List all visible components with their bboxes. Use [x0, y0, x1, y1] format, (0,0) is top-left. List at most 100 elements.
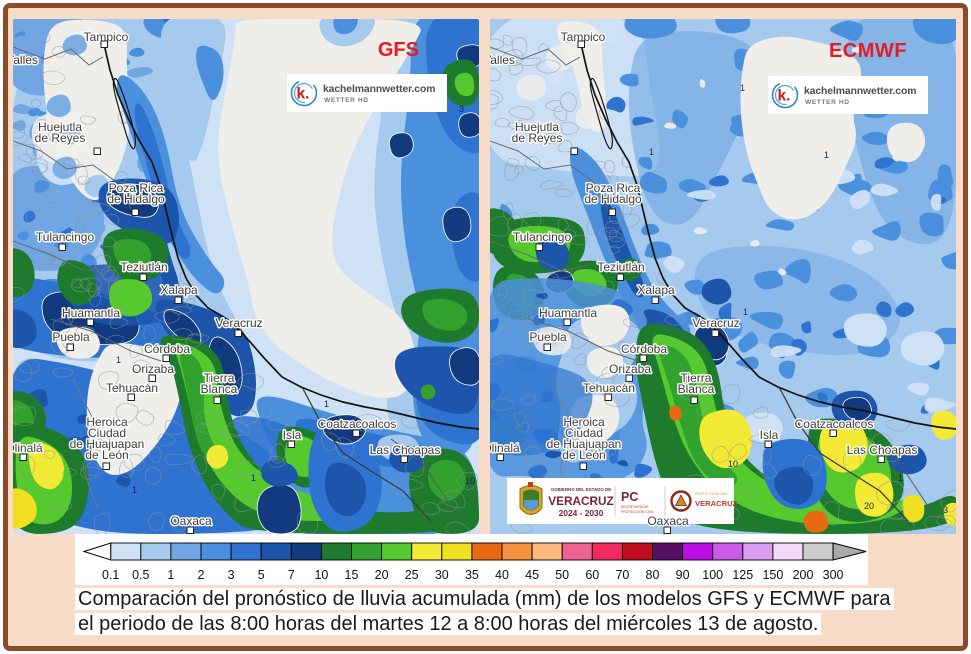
- svg-text:VERACRUZ: VERACRUZ: [548, 494, 614, 508]
- svg-text:Puebla: Puebla: [52, 330, 90, 344]
- svg-text:3: 3: [228, 568, 235, 582]
- svg-text:Poza Rica: Poza Rica: [586, 181, 641, 195]
- svg-text:1: 1: [167, 568, 174, 582]
- svg-text:Oaxaca: Oaxaca: [170, 514, 212, 528]
- svg-text:1: 1: [132, 485, 137, 495]
- svg-text:Teziutlán: Teziutlán: [120, 260, 167, 274]
- svg-text:30: 30: [435, 568, 449, 582]
- svg-text:de Reyes: de Reyes: [512, 131, 563, 145]
- svg-text:1: 1: [898, 473, 903, 483]
- svg-text:Huamantla: Huamantla: [62, 306, 120, 320]
- svg-text:50: 50: [555, 568, 569, 582]
- svg-text:70: 70: [615, 568, 629, 582]
- svg-text:Tampico: Tampico: [84, 30, 129, 44]
- svg-text:3: 3: [217, 340, 222, 350]
- svg-text:90: 90: [676, 568, 690, 582]
- svg-text:Valles: Valles: [490, 53, 515, 67]
- svg-text:Isla: Isla: [760, 428, 779, 442]
- svg-text:Blanca: Blanca: [678, 382, 715, 396]
- svg-text:125: 125: [732, 568, 753, 582]
- svg-text:PC: PC: [621, 490, 638, 504]
- svg-text:1: 1: [324, 399, 329, 409]
- svg-text:kachelmannwetter.com: kachelmannwetter.com: [323, 84, 435, 95]
- svg-text:SECRETARÍA DE: SECRETARÍA DE: [621, 505, 649, 509]
- svg-text:Tehuacán: Tehuacán: [106, 381, 158, 395]
- svg-text:Las Choapas: Las Choapas: [847, 443, 918, 457]
- svg-text:Heroica: Heroica: [563, 415, 605, 429]
- svg-text:200: 200: [793, 568, 814, 582]
- svg-text:1: 1: [743, 307, 748, 317]
- svg-text:15: 15: [345, 568, 359, 582]
- svg-text:3: 3: [943, 505, 948, 515]
- svg-text:80: 80: [646, 568, 660, 582]
- svg-text:Olinalá: Olinalá: [13, 441, 43, 455]
- svg-text:Huejutla: Huejutla: [515, 120, 559, 134]
- svg-text:WETTER HD: WETTER HD: [805, 99, 850, 106]
- svg-text:Valles: Valles: [13, 53, 38, 67]
- svg-text:7: 7: [288, 568, 295, 582]
- svg-text:Heroica: Heroica: [86, 415, 128, 429]
- svg-text:20: 20: [864, 501, 874, 511]
- svg-text:Oaxaca: Oaxaca: [647, 514, 689, 528]
- svg-text:Córdoba: Córdoba: [621, 342, 667, 356]
- svg-text:Córdoba: Córdoba: [144, 342, 190, 356]
- svg-text:Xalapa: Xalapa: [637, 283, 675, 297]
- svg-text:ECMWF: ECMWF: [829, 40, 907, 62]
- svg-text:1: 1: [251, 473, 256, 483]
- svg-text:Huamantla: Huamantla: [539, 306, 597, 320]
- svg-text:0.5: 0.5: [132, 568, 149, 582]
- svg-text:Ciudad: Ciudad: [88, 426, 126, 440]
- svg-text:Blanca: Blanca: [201, 382, 238, 396]
- svg-text:de Hidalgo: de Hidalgo: [107, 192, 165, 206]
- svg-text:Orizaba: Orizaba: [609, 362, 651, 376]
- svg-text:GFS: GFS: [378, 39, 419, 61]
- svg-text:Tampico: Tampico: [561, 30, 606, 44]
- svg-text:1: 1: [740, 83, 745, 93]
- svg-text:k.: k.: [297, 86, 310, 103]
- svg-text:Teziutlán: Teziutlán: [597, 260, 644, 274]
- svg-text:Puebla: Puebla: [529, 330, 567, 344]
- svg-text:kachelmannwetter.com: kachelmannwetter.com: [804, 86, 916, 97]
- svg-text:GOBIERNO DEL ESTADO DE: GOBIERNO DEL ESTADO DE: [551, 487, 611, 492]
- svg-text:k.: k.: [778, 88, 791, 105]
- svg-text:de Reyes: de Reyes: [35, 131, 86, 145]
- svg-text:2024 - 2030: 2024 - 2030: [559, 508, 604, 518]
- svg-text:45: 45: [525, 568, 539, 582]
- svg-text:35: 35: [465, 568, 479, 582]
- svg-text:20: 20: [375, 568, 389, 582]
- svg-text:PROTECCIÓN CIVIL: PROTECCIÓN CIVIL: [621, 509, 654, 514]
- svg-text:de Hidalgo: de Hidalgo: [584, 192, 642, 206]
- svg-text:de Huajuapan: de Huajuapan: [70, 437, 145, 451]
- svg-text:Poza Rica: Poza Rica: [109, 181, 164, 195]
- svg-text:PROTECCIÓN CIVIL: PROTECCIÓN CIVIL: [695, 491, 728, 496]
- svg-text:Coatzacoalcos: Coatzacoalcos: [795, 417, 874, 431]
- svg-text:1: 1: [824, 150, 829, 160]
- svg-text:1: 1: [649, 147, 654, 157]
- svg-text:Tulancingo: Tulancingo: [36, 230, 95, 244]
- svg-text:1: 1: [116, 355, 121, 365]
- svg-text:10: 10: [728, 459, 738, 469]
- svg-text:10: 10: [465, 476, 475, 486]
- svg-text:Veracruz: Veracruz: [692, 316, 739, 330]
- svg-text:25: 25: [405, 568, 419, 582]
- svg-text:0.1: 0.1: [102, 568, 119, 582]
- svg-text:Tulancingo: Tulancingo: [513, 230, 572, 244]
- svg-text:de León: de León: [562, 448, 605, 462]
- svg-text:60: 60: [585, 568, 599, 582]
- svg-text:300: 300: [823, 568, 844, 582]
- svg-text:40: 40: [495, 568, 509, 582]
- svg-text:5: 5: [258, 568, 265, 582]
- svg-text:VERACRUZ: VERACRUZ: [695, 499, 738, 508]
- svg-text:Ciudad: Ciudad: [565, 426, 603, 440]
- svg-text:de Huajuapan: de Huajuapan: [547, 437, 622, 451]
- svg-text:3: 3: [459, 104, 464, 114]
- svg-text:Veracruz: Veracruz: [215, 316, 262, 330]
- svg-text:Las Choapas: Las Choapas: [370, 443, 441, 457]
- svg-text:Coatzacoalcos: Coatzacoalcos: [318, 417, 397, 431]
- svg-text:Isla: Isla: [283, 428, 302, 442]
- svg-text:Tierra: Tierra: [204, 371, 235, 385]
- svg-text:100: 100: [702, 568, 723, 582]
- svg-text:Olinalá: Olinalá: [490, 441, 520, 455]
- svg-text:WETTER HD: WETTER HD: [324, 97, 369, 104]
- svg-text:de León: de León: [85, 448, 128, 462]
